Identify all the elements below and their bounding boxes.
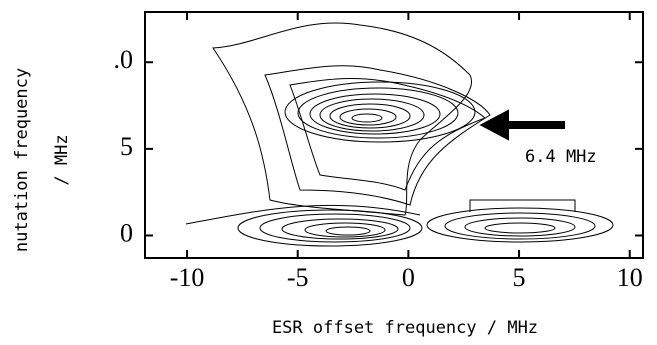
contour-line (325, 226, 371, 236)
contour-line (469, 199, 576, 212)
contour-line (259, 213, 411, 243)
contour-line (339, 108, 397, 126)
contour-line (319, 98, 425, 132)
annotation: 6.4 MHz (525, 147, 597, 167)
contour-line (444, 212, 596, 240)
contours (185, 22, 614, 247)
y-axis-label: / MHz (52, 134, 72, 185)
contour-line (284, 81, 476, 143)
contour-line (484, 222, 556, 234)
x-axis-label: ESR offset frequency / MHz (272, 318, 538, 338)
plot-frame (144, 11, 644, 259)
contour-line (185, 204, 421, 225)
contour-line (237, 209, 423, 247)
contour-line (426, 207, 614, 243)
contour-line (281, 218, 399, 240)
x-tick-label: 5 (513, 263, 526, 292)
x-tick-label: -10 (170, 263, 205, 292)
contour-line (264, 65, 491, 206)
contour-line (351, 113, 383, 123)
y-tick-label: 5 (120, 132, 133, 161)
arrow (479, 109, 565, 141)
x-tick-label: 10 (617, 263, 643, 292)
y-tick-label: 0 (120, 218, 133, 247)
x-tick-label: 0 (402, 263, 415, 292)
contour-line (309, 93, 441, 135)
y-tick-label: .0 (114, 45, 134, 74)
contour-line (464, 217, 576, 237)
contour-line (289, 78, 486, 191)
x-tick-label: -5 (287, 263, 309, 292)
contour-line (304, 222, 386, 238)
contour-line (329, 103, 411, 129)
contour-line (297, 87, 459, 139)
contour-line (212, 22, 473, 216)
y-axis-label: nutation frequency (12, 68, 32, 252)
